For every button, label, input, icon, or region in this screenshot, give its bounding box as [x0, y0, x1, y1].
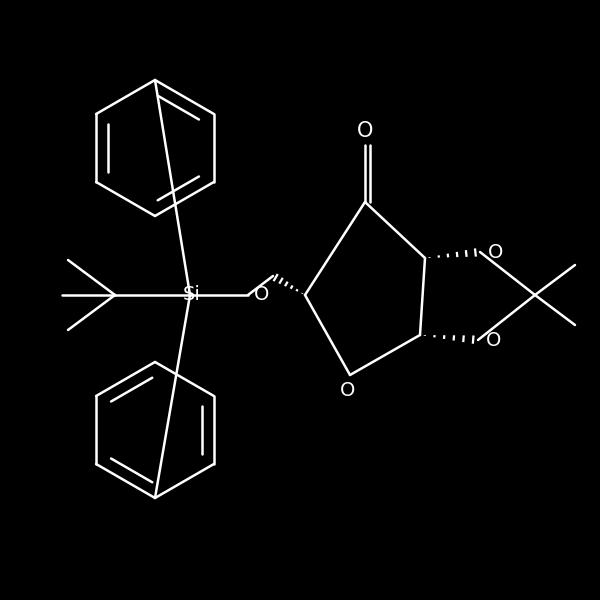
- Text: O: O: [357, 121, 373, 141]
- Text: O: O: [340, 382, 356, 401]
- Text: O: O: [488, 242, 503, 262]
- Text: O: O: [487, 331, 502, 349]
- Text: Si: Si: [183, 286, 201, 304]
- Text: O: O: [254, 286, 269, 304]
